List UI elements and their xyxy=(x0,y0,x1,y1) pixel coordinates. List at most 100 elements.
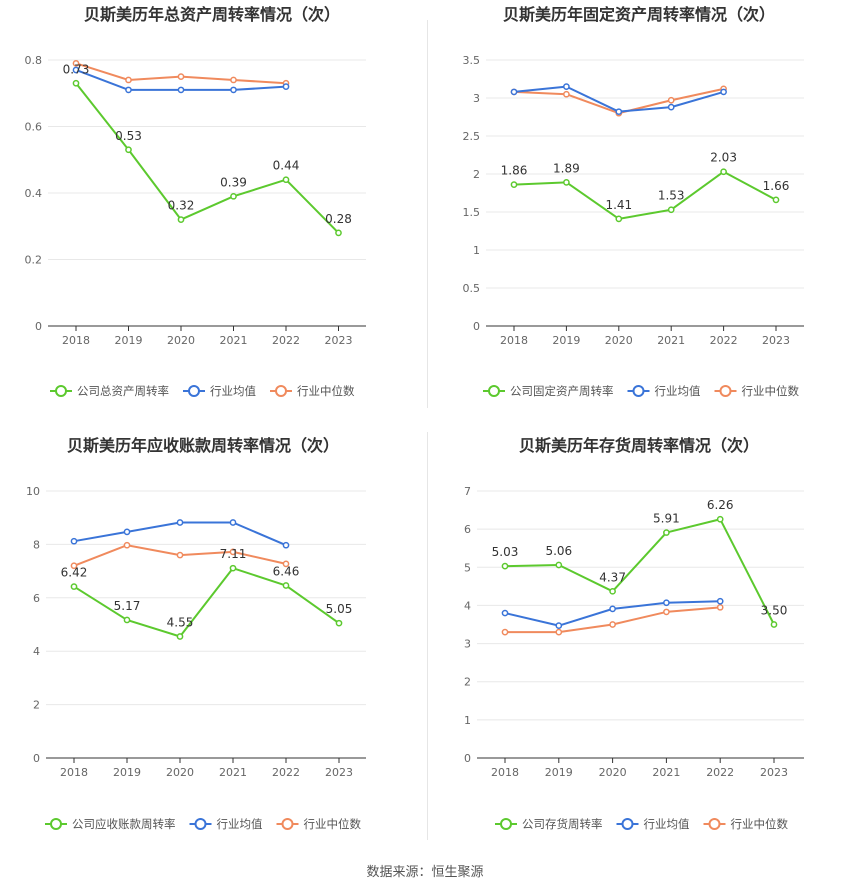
chart2-series-median-point xyxy=(563,90,570,98)
chart4-series-median-point xyxy=(501,628,509,636)
chart1-xtick-label: 2020 xyxy=(167,334,195,347)
chart4-ytick-label: 2 xyxy=(464,676,471,689)
chart1-ytick-label: 0.4 xyxy=(25,187,43,200)
chart2-data-label: 1.53 xyxy=(658,189,685,203)
chart2-legend-median-marker xyxy=(719,385,732,397)
chart1-series-avg-point xyxy=(125,86,132,94)
chart2-legend-avg-marker xyxy=(632,385,645,397)
chart1-series-median-point xyxy=(125,76,132,84)
chart3-legend-median-label: 行业中位数 xyxy=(304,817,362,831)
chart4-legend-company-marker xyxy=(500,818,512,830)
chart2-xtick-label: 2018 xyxy=(500,334,528,347)
chart1-xtick-label: 2019 xyxy=(115,334,143,347)
chart1-ytick-label: 0 xyxy=(35,320,42,333)
chart4-series-median-point xyxy=(555,628,563,636)
chart2-xtick-label: 2019 xyxy=(552,334,580,347)
chart2-xtick-label: 2021 xyxy=(657,334,685,347)
chart3-series-median-point xyxy=(70,562,78,570)
chart2-ytick-label: 2.5 xyxy=(463,130,481,143)
chart1-legend-avg-label: 行业均值 xyxy=(210,384,256,398)
chart2-ytick-label: 1 xyxy=(473,244,480,257)
chart4-xtick-label: 2023 xyxy=(760,766,788,779)
chart4-ytick-label: 4 xyxy=(464,599,471,612)
chart3-xtick-label: 2019 xyxy=(113,766,141,779)
chart4-series-company-line xyxy=(504,518,775,625)
chart2-series-avg-point xyxy=(720,88,727,96)
chart2-data-label: 1.89 xyxy=(553,161,580,175)
chart1-data-label: 0.44 xyxy=(273,159,300,173)
chart1-data-label: 0.39 xyxy=(220,175,247,189)
chart1-series-avg-point xyxy=(72,66,80,74)
chart3-data-label: 4.55 xyxy=(167,616,194,630)
chart3-data-label: 6.42 xyxy=(61,566,88,580)
chart3-series-avg-point xyxy=(229,519,237,526)
chart1-series-company-point xyxy=(125,146,132,154)
chart3-series-company-point xyxy=(229,564,237,572)
chart2-title: 贝斯美历年固定资产周转率情况（次） xyxy=(503,5,775,24)
chart1-ytick-label: 0.8 xyxy=(25,54,43,67)
chart4-legend-avg-marker xyxy=(621,818,634,830)
chart2-series-company-point xyxy=(510,181,518,188)
chart3-series-avg-point xyxy=(123,528,131,536)
chart2-legend-avg-label: 行业均值 xyxy=(655,384,701,398)
chart3-legend-company-label: 公司应收账款周转率 xyxy=(72,817,176,831)
chart3-series-company-point xyxy=(123,616,131,624)
chart4-series-avg-point xyxy=(716,597,724,605)
chart3-series-avg-point xyxy=(70,537,78,545)
chart1-legend-avg-marker xyxy=(188,385,200,397)
chart4-data-label: 4.37 xyxy=(599,570,626,584)
chart3-xtick-label: 2020 xyxy=(166,766,194,779)
chart3-legend-median-marker xyxy=(281,818,294,830)
chart2-series-median-point xyxy=(667,96,675,104)
chart3-series-avg-point xyxy=(176,519,184,526)
chart1-data-label: 0.73 xyxy=(63,62,90,76)
chart2-ytick-label: 0 xyxy=(473,320,480,333)
chart3-ytick-label: 8 xyxy=(33,538,40,551)
chart3-legend-avg-label: 行业均值 xyxy=(217,817,263,831)
chart1-legend-company-marker xyxy=(55,385,67,397)
vertical-divider-top xyxy=(427,20,428,408)
chart1-series-avg-point xyxy=(282,83,290,90)
chart3-series-median-point xyxy=(282,560,290,568)
chart1-series-median-point xyxy=(177,73,185,80)
chart3-data-label: 6.46 xyxy=(273,565,300,579)
chart4-series-company-point xyxy=(663,529,670,536)
chart4-ytick-label: 7 xyxy=(464,485,471,498)
chart4-ytick-label: 0 xyxy=(464,752,471,765)
chart4-legend-avg-label: 行业均值 xyxy=(644,817,690,831)
chart4-series-avg-point xyxy=(609,605,616,613)
chart1-series-company-point xyxy=(230,192,237,200)
chart2-legend-company-label: 公司固定资产周转率 xyxy=(510,384,614,398)
chart3-xtick-label: 2023 xyxy=(325,766,353,779)
data-source-note: 数据来源：恒生聚源 xyxy=(366,865,484,880)
chart1-data-label: 0.53 xyxy=(115,129,142,143)
chart3-series-company-point xyxy=(282,582,290,589)
chart1-series-company-point xyxy=(335,229,342,237)
chart1-title: 贝斯美历年总资产周转率情况（次） xyxy=(84,5,340,24)
chart4-xtick-label: 2022 xyxy=(706,766,734,779)
chart2-xtick-label: 2020 xyxy=(605,334,633,347)
chart2-series-avg-point xyxy=(615,108,623,116)
chart4-data-label: 5.06 xyxy=(545,544,572,558)
chart3-data-label: 5.05 xyxy=(326,602,353,616)
chart3-ytick-label: 6 xyxy=(33,592,40,605)
chart1-legend-median-label: 行业中位数 xyxy=(297,384,355,398)
chart3-xtick-label: 2021 xyxy=(219,766,247,779)
chart4-data-label: 5.03 xyxy=(492,545,519,559)
chart4-xtick-label: 2021 xyxy=(652,766,680,779)
chart2-ytick-label: 1.5 xyxy=(463,206,481,219)
chart1-series-company-point xyxy=(177,216,185,223)
chart3-ytick-label: 4 xyxy=(33,645,40,658)
chart4-series-avg-point xyxy=(555,622,563,629)
chart4-series-company-point xyxy=(609,587,616,595)
chart2-data-label: 1.66 xyxy=(763,179,790,193)
chart4-series-avg-point xyxy=(501,609,509,617)
chart3-xtick-label: 2022 xyxy=(272,766,300,779)
chart1-legend-company-label: 公司总资产周转率 xyxy=(77,384,169,398)
chart2-xtick-label: 2022 xyxy=(710,334,738,347)
chart1-data-label: 0.28 xyxy=(325,212,352,226)
chart4-xtick-label: 2020 xyxy=(599,766,627,779)
chart3-series-company-point xyxy=(335,619,343,627)
chart4-ytick-label: 3 xyxy=(464,638,471,651)
